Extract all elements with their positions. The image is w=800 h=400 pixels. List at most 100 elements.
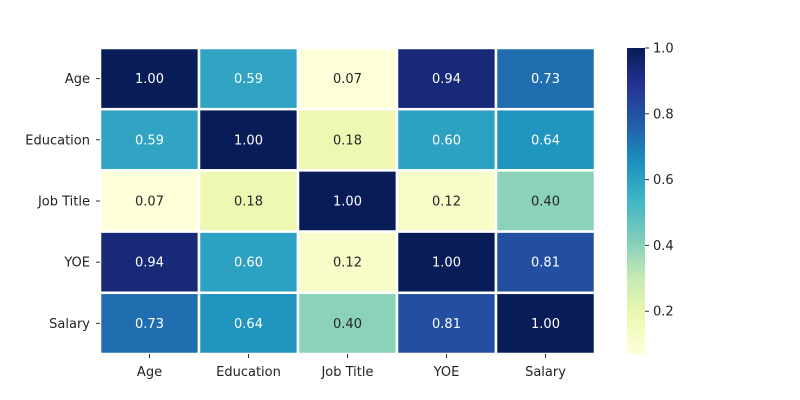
colorbar-segment xyxy=(627,111,645,115)
colorbar-segment xyxy=(627,101,645,105)
cell-value-label: 0.07 xyxy=(333,72,362,87)
colorbar-segment xyxy=(627,109,645,113)
x-tick-label: Age xyxy=(137,365,162,380)
colorbar-segment xyxy=(627,167,645,171)
colorbar-segment xyxy=(627,99,645,103)
colorbar-segment xyxy=(627,328,645,332)
colorbar-segment xyxy=(627,287,645,291)
colorbar-segment xyxy=(627,121,645,126)
colorbar-segment xyxy=(627,144,645,149)
cell-value-label: 0.94 xyxy=(432,72,461,87)
colorbar-tick-label: 1.0 xyxy=(653,42,674,57)
colorbar-segment xyxy=(627,246,645,251)
colorbar-segment xyxy=(627,104,645,108)
y-tick-label: Age xyxy=(65,72,90,87)
colorbar-segment xyxy=(627,257,645,261)
colorbar-segment xyxy=(627,50,645,54)
colorbar-segment xyxy=(627,297,645,302)
colorbar-segment xyxy=(627,157,645,161)
colorbar-segment xyxy=(627,160,645,164)
colorbar-segment xyxy=(627,188,645,192)
cell-value-label: 0.18 xyxy=(333,133,362,148)
colorbar-segment xyxy=(627,315,645,319)
heatmap-cell xyxy=(395,230,498,295)
colorbar-segment xyxy=(627,201,645,205)
cell-value-label: 0.73 xyxy=(135,317,164,332)
colorbar-segment xyxy=(627,290,645,294)
colorbar-segment xyxy=(627,124,645,128)
colorbar-segment xyxy=(627,252,645,256)
colorbar-segment xyxy=(627,226,645,230)
colorbar-segment xyxy=(627,127,645,131)
colorbar-segment xyxy=(627,150,645,154)
colorbar-segment xyxy=(627,211,645,215)
y-tick-label: Education xyxy=(25,133,90,148)
colorbar-segment xyxy=(627,81,645,85)
colorbar-segment xyxy=(627,262,645,266)
x-tick-label: Education xyxy=(216,365,281,380)
colorbar-segment xyxy=(627,280,645,284)
colorbar-segment xyxy=(627,78,645,82)
x-axis: Age Education Job Title YOE Salary xyxy=(137,354,566,380)
heatmap-cell xyxy=(197,291,300,356)
heatmap-cell xyxy=(494,230,597,295)
colorbar-segment xyxy=(627,172,645,177)
colorbar-segment xyxy=(627,331,645,335)
heatmap-cell xyxy=(197,230,300,295)
colorbar-segment xyxy=(627,114,645,118)
colorbar-segment xyxy=(627,132,645,136)
colorbar-segment xyxy=(627,170,645,174)
colorbar-segment xyxy=(627,193,645,197)
colorbar-segment xyxy=(627,303,645,307)
colorbar-segment xyxy=(627,249,645,253)
cell-value-label: 0.12 xyxy=(432,195,461,210)
x-tick-label: Salary xyxy=(525,365,566,380)
cell-value-label: 1.00 xyxy=(432,256,461,271)
colorbar-segment xyxy=(627,241,645,245)
colorbar-segment xyxy=(627,165,645,169)
colorbar-segment xyxy=(627,116,645,120)
colorbar-segment xyxy=(627,267,645,271)
colorbar-segment xyxy=(627,76,645,80)
cell-value-label: 1.00 xyxy=(135,72,164,87)
colorbar-segment xyxy=(627,190,645,194)
colorbar-segment xyxy=(627,185,645,189)
colorbar-segment xyxy=(627,129,645,133)
colorbar-segment xyxy=(627,305,645,309)
y-tick-label: Job Title xyxy=(37,195,90,210)
colorbar-segment xyxy=(627,208,645,212)
y-tick-label: YOE xyxy=(63,256,90,271)
colorbar-segment xyxy=(627,231,645,235)
colorbar-segment xyxy=(627,65,645,69)
colorbar-segment xyxy=(627,206,645,210)
colorbar-segment xyxy=(627,198,645,202)
colorbar-segment xyxy=(627,106,645,110)
colorbar-segment xyxy=(627,221,645,225)
colorbar-segment xyxy=(627,259,645,263)
colorbar-segment xyxy=(627,341,645,345)
cell-value-label: 0.40 xyxy=(333,317,362,332)
cell-value-label: 0.60 xyxy=(432,133,461,148)
colorbar-segment xyxy=(627,203,645,207)
colorbar-segment xyxy=(627,292,645,296)
colorbar-segment xyxy=(627,229,645,233)
heatmap-cells: 1.00 0.59 0.07 0.94 0.73 0.59 1.00 0.18 0.60 0.64… xyxy=(98,46,597,356)
colorbar-segment xyxy=(627,91,645,95)
colorbar-segment xyxy=(627,338,645,342)
colorbar-segment xyxy=(627,178,645,182)
colorbar-segment xyxy=(627,223,645,228)
colorbar-segment xyxy=(627,175,645,179)
colorbar-tick-label: 0.6 xyxy=(653,173,674,188)
colorbar-segment xyxy=(627,325,645,330)
cell-value-label: 1.00 xyxy=(333,195,362,210)
colorbar-tick-label: 0.2 xyxy=(653,305,674,320)
cell-value-label: 0.64 xyxy=(531,133,560,148)
colorbar-segment xyxy=(627,234,645,238)
heatmap-cell xyxy=(197,46,300,111)
colorbar-segment xyxy=(627,320,645,324)
cell-value-label: 0.40 xyxy=(531,195,560,210)
cell-value-label: 0.64 xyxy=(234,317,263,332)
colorbar-segment xyxy=(627,346,645,350)
colorbar-segment xyxy=(627,180,645,184)
